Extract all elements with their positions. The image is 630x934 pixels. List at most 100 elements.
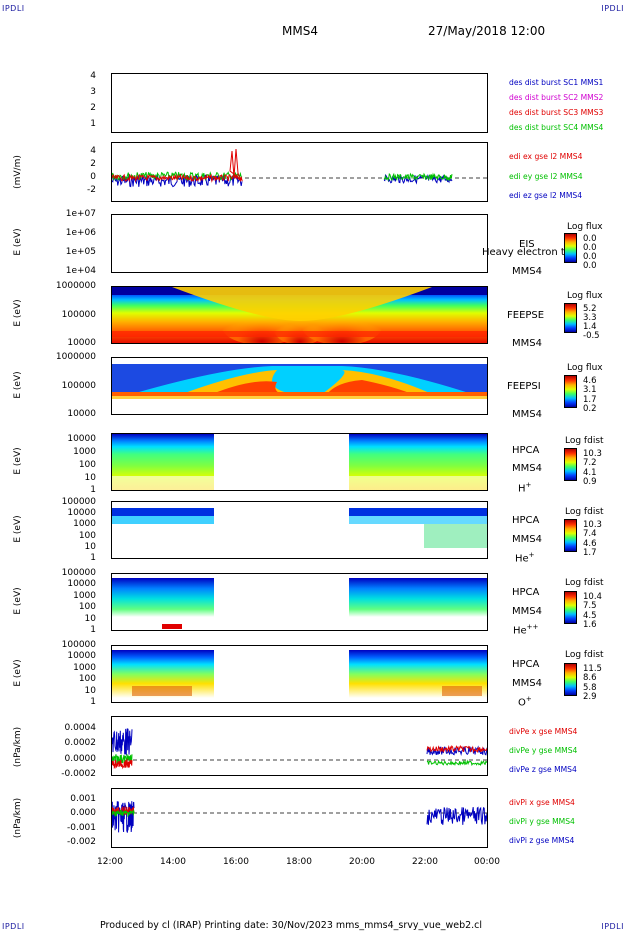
hpca-o-panel [111,645,488,703]
hpca-he-cb-v2: 4.6 [583,539,597,549]
feepsi-spectrogram [112,358,487,414]
xtick-2000: 20:00 [349,857,375,867]
hpca-h-spectrogram [112,434,487,490]
hpca-h-species: H+ [518,481,531,494]
divpi-legend-x: divPi x gse MMS4 [509,798,575,807]
divpe-ytick-1: 0.0002 [64,738,97,748]
hpca-hepp-cb-v0: 10.4 [583,592,602,602]
eis-colorbar [564,233,577,263]
dist-legend-mms1: des dist burst SC1 MMS1 [509,78,604,87]
hpca-he-cb-v3: 1.7 [583,548,597,558]
hpca-he-band-right [349,508,487,516]
hpca-h-species-name: H [518,483,526,495]
hpca-hepp-block-left [112,578,214,630]
eis-cb-v1: 0.0 [583,243,597,253]
divpi-panel [111,788,488,848]
hpca-h-cb-title: Log fdist [565,436,604,446]
divpe-legend-z: divPe z gse MMS4 [509,765,577,774]
dist-ytick-1: 1 [90,119,96,129]
feepsi-hot-left [212,381,282,394]
hpca-h-ytick-10: 10 [84,473,96,483]
hpca-o-ytick-1e2: 100 [78,674,96,684]
feepsi-yellow-line [112,396,487,399]
hpca-h-panel [111,433,488,491]
hpca-he-species-charge: + [528,551,535,559]
eis-sc-label: MMS4 [512,266,542,277]
eis-cb-title: Log flux [567,222,603,232]
edi-ytick-2: 2 [90,159,96,169]
hpca-o-spectrogram [112,650,487,698]
eis-ytick-1e4: 1e+04 [65,266,96,276]
feepse-cb-title: Log flux [567,291,603,301]
feepsi-panel [111,357,488,415]
feepse-ytick-1e4: 10000 [67,338,96,348]
feepsi-cb-v2: 1.7 [583,395,597,405]
xtick-2200: 22:00 [412,857,438,867]
hpca-he-ytick-1e5: 100000 [61,497,96,507]
divpe-legend-y: divPe y gse MMS4 [509,746,578,755]
header-datetime: 27/May/2018 12:00 [428,24,546,38]
hpca-hepp-red-patch [162,624,182,629]
edi-ytick-0: 0 [90,172,96,182]
divpe-plot [112,728,487,770]
xtick-1400: 14:00 [160,857,186,867]
dist-burst-panel [111,73,488,133]
edi-legend-ez: edi ez gse l2 MMS4 [509,191,583,200]
eis-cb-v3: 0.0 [583,261,597,271]
dist-legend-mms3: des dist burst SC3 MMS3 [509,108,604,117]
hpca-he-cb-v1: 7.4 [583,529,597,539]
hpca-h-cb-v0: 10.3 [583,449,602,459]
hpca-h-ytick-1: 1 [90,485,96,495]
hpca-o-red-left [132,686,192,696]
xtick-1200: 12:00 [97,857,123,867]
hpca-he-species: He+ [515,551,535,564]
feepse-ytick-1e5: 100000 [61,310,96,320]
divpi-ytick-0: 0.001 [70,794,96,804]
hpca-he-cb-title: Log fdist [565,507,604,517]
feepse-arc [172,287,432,321]
hpca-hepp-ytick-10: 10 [84,614,96,624]
edi-ytick-m2: -2 [87,185,96,195]
feepsi-ytick-1e4: 10000 [67,409,96,419]
feepse-sc-label: MMS4 [512,338,542,349]
edi-plot [112,148,487,188]
divpe-panel [111,716,488,776]
hpca-o-ytick-1: 1 [90,697,96,707]
hpca-h-cb-v3: 0.9 [583,477,597,487]
hpca-h-ytick-1e4: 10000 [67,434,96,444]
divpe-x-trace [112,758,133,770]
feepsi-cb-v3: 0.2 [583,404,597,414]
edi-ez-trace [112,173,243,188]
feepse-cb-v0: 5.2 [583,304,597,314]
hpca-o-species: O+ [518,695,532,708]
hpca-he-ytick-1e3: 1000 [73,519,96,529]
hpca-hepp-ytick-1: 1 [90,625,96,635]
feepse-ytick-1e6: 1000000 [55,281,96,291]
feepse-hot-right [302,309,382,343]
divpi-y-trace [112,809,135,818]
hpca-he-panel [111,501,488,559]
edi-legend-ey: edi ey gse l2 MMS4 [509,172,583,181]
hpca-hepp-block-right [349,578,487,630]
divpi-ytick-2: -0.001 [66,823,96,833]
hpca-he-colorbar [564,519,577,552]
divpi-ylabel: (nPa/km) [13,797,23,839]
divpi-ytick-3: -0.002 [66,837,96,847]
edi-ez-trace-late [383,173,453,185]
header-spacecraft: MMS4 [282,24,318,38]
feepse-instrument-label: FEEPSE [507,310,545,321]
feepsi-cb-v1: 3.1 [583,385,597,395]
hpca-h-lowE-right [349,476,487,490]
divpe-z-trace [112,728,133,756]
hpca-he-ytick-1e4: 10000 [67,508,96,518]
hpca-o-species-name: O [518,697,526,709]
hpca-hepp-cb-title: Log fdist [565,578,604,588]
hpca-he-spectrogram [112,508,487,548]
hpca-hepp-spectrogram [112,578,487,630]
divpe-legend-x: divPe x gse MMS4 [509,727,578,736]
hpca-he-green-right [424,524,487,548]
hpca-hepp-ytick-1e4: 10000 [67,579,96,589]
hpca-o-red-right [442,686,482,696]
feepsi-colorbar [564,375,577,408]
dist-legend-mms4: des dist burst SC4 MMS4 [509,123,604,132]
